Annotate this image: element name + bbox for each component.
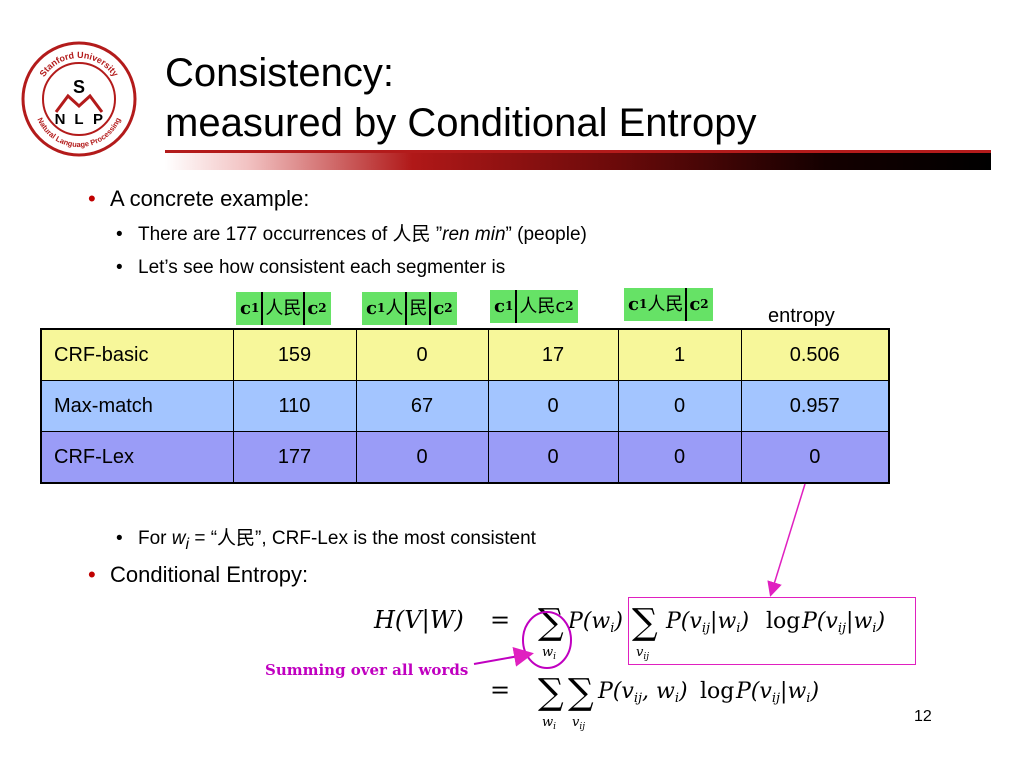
svg-text:∑: ∑	[538, 602, 564, 643]
formula-equals-1: =	[490, 606, 510, 634]
bullet-conditional-entropy: • Conditional Entropy:	[88, 562, 309, 587]
bullet-concrete-example: • A concrete example:	[88, 186, 310, 211]
svg-text:vij: vij	[572, 715, 585, 732]
svg-text:wi: wi	[542, 715, 556, 732]
entropy-column-label: entropy	[768, 305, 835, 327]
segmentation-option-4: c 1 人民 c 2	[624, 288, 713, 321]
title-line-1: Consistency:	[165, 51, 394, 95]
table-row: CRF-basic 159 0 17 1 0.506	[40, 328, 890, 381]
table-cell: 0	[617, 380, 742, 432]
svg-text:P(vij|wi): P(vij|wi)	[735, 679, 819, 706]
table-cell: 177	[232, 431, 357, 484]
sub-bullet-see-consistency: • Let’s see how consistent each segmenter…	[116, 257, 506, 278]
segmenter-name: CRF-basic	[40, 328, 234, 381]
segmenter-name: Max-match	[40, 380, 234, 432]
title-line-2: measured by Conditional Entropy	[165, 101, 757, 145]
formula-log-1: log	[766, 609, 800, 634]
svg-text:∑: ∑	[568, 672, 594, 713]
svg-text:P(vij, wi): P(vij, wi)	[597, 679, 688, 706]
logo-letter-n: N	[55, 111, 66, 128]
table-cell: 110	[232, 380, 357, 432]
entropy-cell: 0.957	[740, 380, 890, 432]
formula-equals-2: =	[490, 676, 510, 704]
page-number: 12	[914, 708, 932, 725]
formula-lhs: H(V|W)	[373, 606, 464, 635]
table-cell: 0	[355, 328, 489, 381]
table-row: Max-match 110 67 0 0 0.957	[40, 380, 890, 432]
table-cell: 0	[487, 380, 619, 432]
summing-annotation: Summing over all words	[265, 661, 469, 679]
logo-letter-s: S	[73, 77, 85, 97]
title-divider	[165, 150, 991, 170]
logo-letter-l: L	[74, 111, 83, 128]
title-divider-line	[165, 150, 991, 153]
slide-title: Consistency: measured by Conditional Ent…	[165, 48, 756, 148]
sub-bullet-crf-lex-consistent: • For wi = “人民”, CRF-Lex is the most cons…	[116, 527, 536, 553]
stanford-nlp-logo: Stanford University Natural Language Pro…	[21, 41, 137, 157]
segmenter-table: CRF-basic 159 0 17 1 0.506 Max-match 110…	[40, 328, 890, 484]
sub-bullet-occurrences: • There are 177 occurrences of 人民 ”ren mi…	[116, 223, 587, 245]
svg-text:wi: wi	[542, 645, 556, 662]
formula-log-2: log	[700, 679, 734, 704]
table-cell: 17	[487, 328, 619, 381]
table-cell: 67	[355, 380, 489, 432]
entropy-cell: 0.506	[740, 328, 890, 381]
entropy-cell: 0	[740, 431, 890, 484]
table-cell: 0	[487, 431, 619, 484]
svg-text:∑: ∑	[538, 672, 564, 713]
logo-letter-p: P	[93, 111, 103, 128]
conditional-entropy-formula: H(V|W) = ∑ wi P(wi) ∑ vij P(vij|wi) log …	[373, 602, 885, 732]
table-cell: 0	[355, 431, 489, 484]
svg-text:vij: vij	[636, 645, 649, 662]
table-row: CRF-Lex 177 0 0 0 0	[40, 431, 890, 484]
table-cell: 159	[232, 328, 357, 381]
formula-highlight-box	[628, 597, 916, 665]
segmentation-option-3: c 1 人民c 2	[490, 290, 578, 323]
table-cell: 0	[617, 431, 742, 484]
svg-text:P(wi): P(wi)	[567, 609, 623, 636]
segmentation-option-1: c 1 人民 c 2	[236, 292, 331, 325]
svg-text:∑: ∑	[632, 602, 658, 643]
segmenter-name: CRF-Lex	[40, 431, 234, 484]
table-cell: 1	[617, 328, 742, 381]
